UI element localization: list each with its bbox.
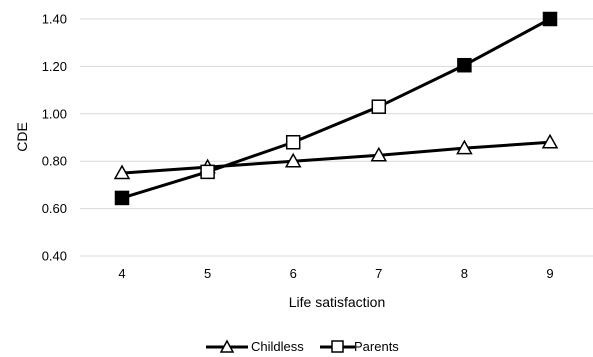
data-point-childless: [370, 146, 388, 162]
x-tick-labels: 4 5 6 7 8 9: [118, 266, 553, 281]
x-tick-label: 8: [461, 266, 468, 281]
y-tick-labels: 0.40 0.60 0.80 1.00 1.20 1.40: [42, 12, 67, 264]
data-point-childless: [113, 164, 131, 180]
y-axis-title: CDE: [14, 122, 30, 152]
legend: Childless Parents: [206, 339, 399, 354]
series-line-parents: [121, 17, 551, 200]
series-line-childless: [121, 140, 551, 175]
series-markers: [113, 11, 559, 206]
x-tick-label: 4: [118, 266, 125, 281]
x-tick-label: 6: [290, 266, 297, 281]
x-tick-label: 9: [546, 266, 553, 281]
y-tick-label: 1.40: [42, 12, 67, 27]
y-tick-label: 0.40: [42, 249, 67, 264]
series-lines: [121, 17, 551, 200]
x-tick-label: 5: [204, 266, 211, 281]
legend-item-childless: Childless: [206, 339, 304, 354]
x-tick-label: 7: [375, 266, 382, 281]
legend-item-parents: Parents: [320, 339, 399, 354]
grid-lines: [80, 18, 593, 257]
legend-label-childless: Childless: [251, 339, 304, 354]
x-axis-title: Life satisfaction: [289, 294, 386, 310]
legend-marker-childless: [219, 339, 235, 353]
y-tick-label: 1.20: [42, 59, 67, 74]
data-point-parents: [285, 134, 301, 150]
data-point-childless: [284, 152, 302, 168]
data-point-parents: [114, 190, 130, 206]
y-tick-label: 0.60: [42, 201, 67, 216]
data-point-parents: [457, 57, 472, 73]
data-point-parents: [200, 164, 215, 180]
y-tick-label: 1.00: [42, 106, 67, 121]
legend-label-parents: Parents: [354, 339, 399, 354]
legend-marker-parents: [331, 340, 344, 353]
data-point-parents: [542, 11, 558, 27]
y-tick-label: 0.80: [42, 154, 67, 169]
data-point-childless: [456, 139, 473, 155]
data-point-childless: [541, 133, 559, 149]
data-point-parents: [371, 99, 387, 114]
